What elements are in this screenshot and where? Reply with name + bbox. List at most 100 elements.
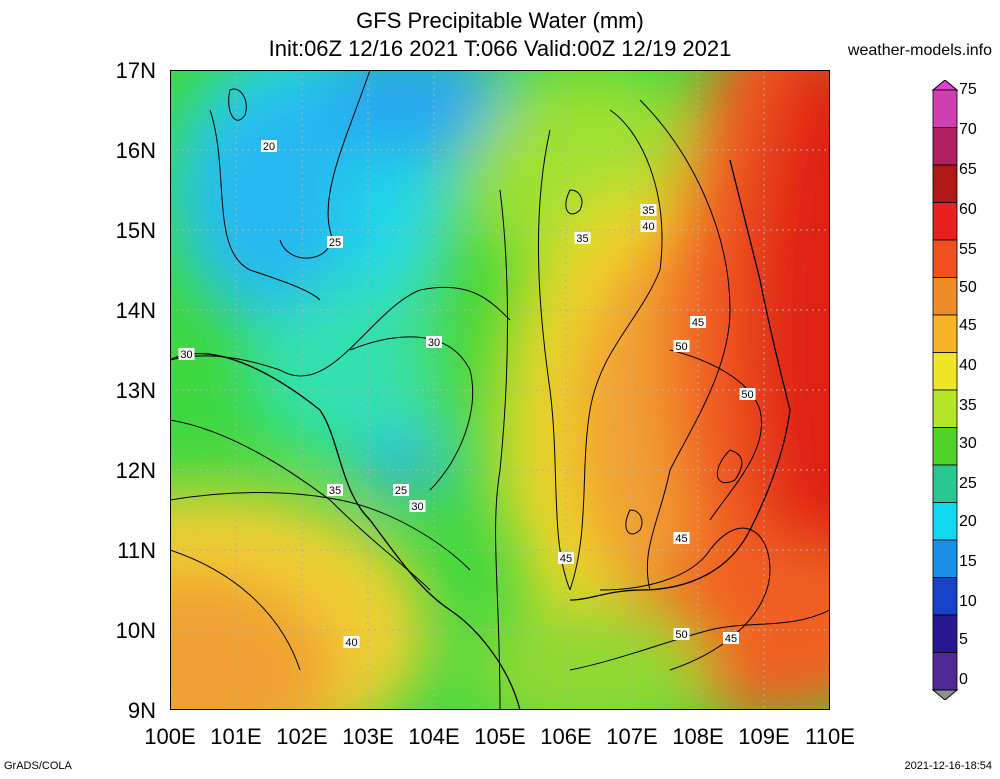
lat-label: 16N [115,138,156,163]
svg-text:35: 35 [576,233,588,245]
lon-label: 100E [144,724,196,749]
lat-label: 9N [127,698,156,723]
lat-label: 15N [115,218,156,243]
colorbar-label: 30 [959,435,977,452]
lon-label: 105E [474,724,526,749]
colorbar-swatch [932,539,958,578]
colorbar-label: 50 [959,279,977,296]
colorbar-swatch [932,89,958,128]
colorbar-swatch [932,314,958,353]
colorbar-top-arrow [931,80,959,91]
contour-label: 45 [673,532,690,545]
svg-text:45: 45 [675,533,687,545]
lat-label: 12N [115,458,156,483]
svg-text:35: 35 [642,205,654,217]
colorbar-bottom-arrow [931,689,959,700]
colorbar-label: 20 [959,513,977,530]
contour-label: 30 [426,336,442,349]
colorbar-label: 15 [959,553,977,570]
svg-text:25: 25 [395,485,407,497]
colorbar-swatch [932,577,958,616]
lon-label: 109E [738,724,790,749]
lat-label: 14N [115,298,156,323]
colorbar-swatch [932,202,958,241]
lat-label: 17N [115,58,156,83]
map-subtitle: Init:06Z 12/16 2021 T:066 Valid:00Z 12/1… [268,36,732,61]
colorbar-swatch [932,164,958,203]
svg-text:50: 50 [675,341,687,353]
footer-software: GrADS/COLA [4,760,72,772]
contour-label: 35 [640,204,657,217]
colorbar-label: 35 [959,397,977,414]
colorbar-swatch [932,389,958,428]
lon-label: 108E [672,724,724,749]
lat-label: 11N [117,538,156,563]
contour-label: 40 [640,220,657,233]
contour-label: 50 [673,340,690,353]
coastline [170,159,791,710]
colorbar-swatch [932,652,958,691]
contour-label: 40 [343,636,360,649]
colorbar-label: 10 [959,593,977,610]
colorbar-swatch [932,277,958,316]
lat-label: 13N [115,378,156,403]
lon-label: 103E [342,724,394,749]
graticule [170,70,830,710]
colorbar-label: 25 [959,475,977,492]
svg-text:45: 45 [692,317,704,329]
colorbar-label: 75 [959,81,977,98]
svg-text:40: 40 [345,637,357,649]
lon-label: 110E [805,724,855,749]
contour-label: 20 [261,140,277,153]
colorbar-swatch [932,464,958,503]
colorbar-swatch [932,352,958,391]
svg-text:45: 45 [725,633,737,645]
svg-text:40: 40 [642,221,654,233]
contour-label: 45 [723,632,739,645]
svg-text:25: 25 [329,237,341,249]
colorbar-label: 70 [959,121,977,138]
colorbar-swatch [932,239,958,278]
svg-text:30: 30 [411,501,423,513]
precipitable-water-map: 20 25 30 30 25 30 35 35 40 35 45 50 50 45 45 50 45 40 [170,70,830,710]
colorbar-swatch [932,614,958,653]
lon-label: 101E [210,724,262,749]
contour-label: 35 [574,232,591,245]
contour-label: 45 [690,316,706,329]
colorbar-label: 0 [959,671,968,688]
contour-label-layer: 20 25 30 30 25 30 35 35 40 35 45 50 50 45 45 50 45 40 [178,140,756,649]
colorbar-label: 45 [959,317,977,334]
map-title: GFS Precipitable Water (mm) [356,8,644,33]
colorbar [931,80,959,700]
svg-text:50: 50 [675,629,687,641]
lat-label: 10N [115,618,156,643]
map-frame [170,70,830,710]
colorbar-label: 65 [959,161,977,178]
colorbar-swatch [932,427,958,466]
colorbar-label: 40 [959,357,977,374]
svg-text:50: 50 [741,389,753,401]
svg-text:35: 35 [329,485,341,497]
colorbar-swatch [932,127,958,166]
contour-label: 25 [327,236,343,249]
contour-label: 30 [409,500,426,513]
lon-label: 107E [606,724,658,749]
colorbar-label: 5 [959,631,968,648]
contour-lines [170,70,830,710]
lon-label: 106E [540,724,592,749]
contour-label: 30 [178,348,195,361]
colorbar-label: 60 [959,201,977,218]
colorbar-label: 55 [959,241,977,258]
contour-label: 45 [558,552,574,565]
site-credit: weather-models.info [847,42,992,59]
svg-text:45: 45 [560,553,572,565]
svg-text:30: 30 [180,349,192,361]
lon-label: 102E [276,724,328,749]
svg-text:30: 30 [428,337,440,349]
contour-label: 35 [327,484,343,497]
contour-label: 25 [393,484,409,497]
contour-label: 50 [739,388,756,401]
colorbar-swatch [932,502,958,541]
lon-label: 104E [408,724,460,749]
footer-timestamp: 2021-12-16-18:54 [904,760,992,772]
